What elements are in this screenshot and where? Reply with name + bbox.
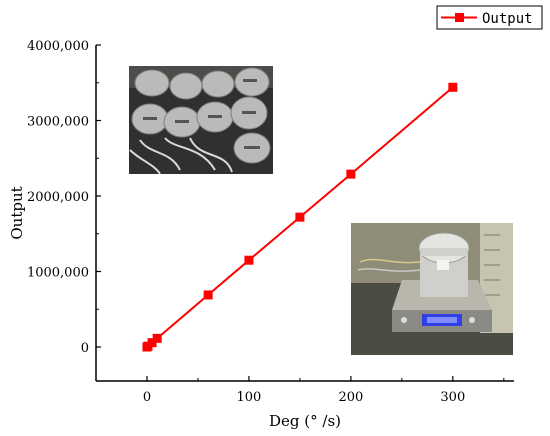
- data-point: [147, 338, 157, 348]
- data-point: [203, 290, 213, 300]
- data-point: [346, 169, 356, 179]
- photo-gyroscope-on-scale: [351, 223, 513, 355]
- x-tick-label: 100: [237, 390, 262, 405]
- y-tick-label: 4000,000: [27, 39, 89, 54]
- axes: [95, 45, 514, 382]
- data-point: [152, 333, 162, 343]
- data-point: [448, 82, 458, 92]
- photo-gyroscopes-group: [129, 66, 273, 175]
- y-tick-label: 1000,000: [27, 266, 89, 281]
- x-tick-labels: 0 100 200 300: [143, 390, 465, 405]
- x-tick-label: 200: [338, 390, 363, 405]
- data-point: [295, 212, 305, 222]
- x-axis-title: Deg (° /s): [269, 412, 341, 430]
- x-tick-label: 300: [440, 390, 465, 405]
- y-axis-title: Output: [8, 186, 26, 239]
- y-tick-labels: 0 1000,000 2000,000 3000,000 4000,000: [27, 39, 89, 356]
- y-tick-label: 0: [81, 341, 89, 356]
- x-tick-label: 0: [143, 390, 151, 405]
- legend-label: Output: [482, 11, 533, 27]
- data-point: [244, 255, 254, 265]
- y-tick-label: 3000,000: [27, 115, 89, 130]
- y-tick-label: 2000,000: [27, 190, 89, 205]
- legend-box: [436, 5, 543, 30]
- legend-marker: [455, 13, 464, 22]
- legend: Output: [436, 5, 543, 30]
- series-output: [142, 82, 458, 352]
- tick-marks: [96, 44, 505, 381]
